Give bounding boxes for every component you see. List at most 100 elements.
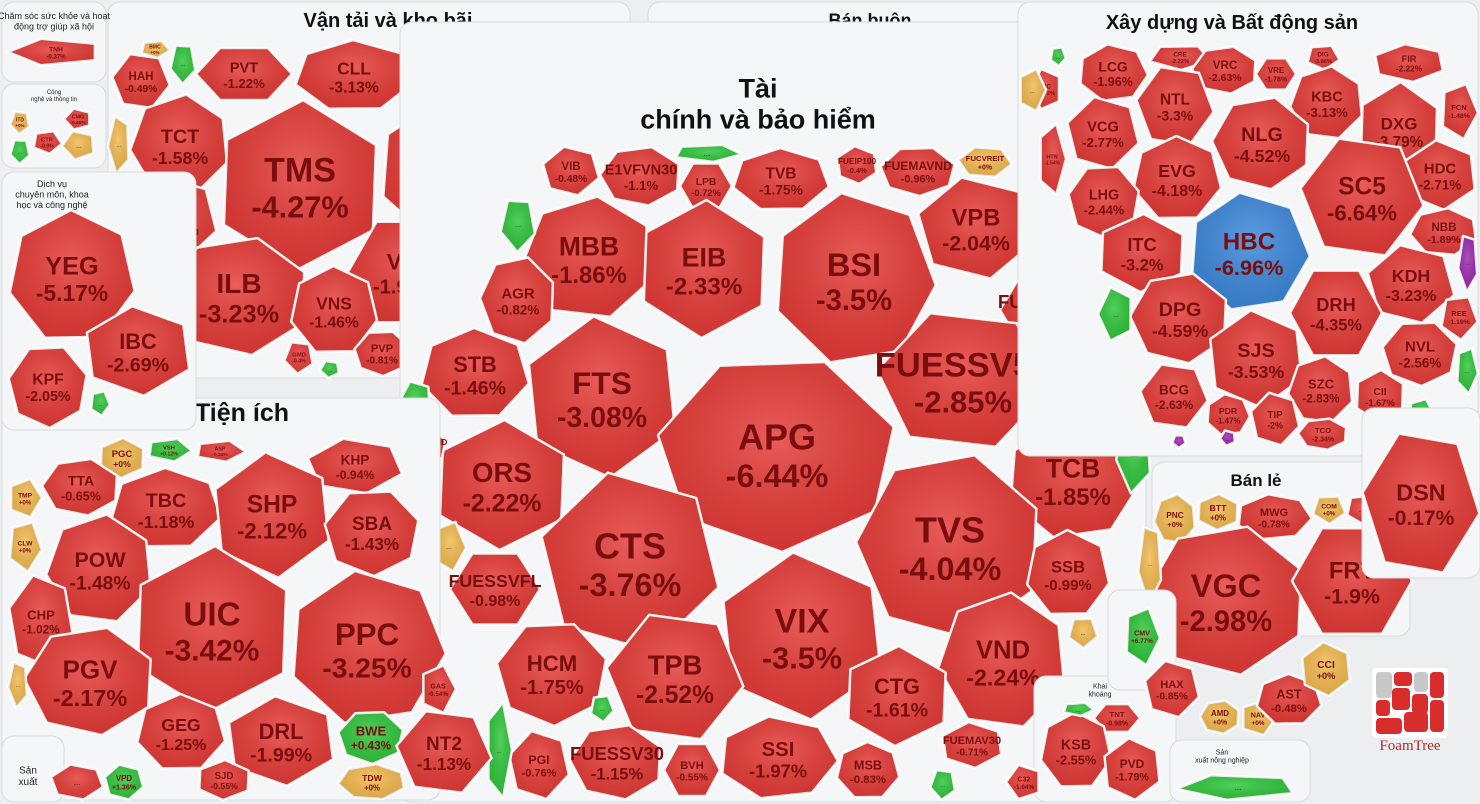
cell-btt[interactable]: BTT+0%	[1197, 492, 1239, 532]
cell-fts-code: FTS	[572, 365, 632, 401]
cell-msb[interactable]: MSB-0.83%	[835, 740, 901, 799]
cell-pgi-pct: -0.76%	[522, 768, 557, 780]
cell-ilb-pct: -3.23%	[199, 301, 279, 329]
cell-small-2-39-more: ...	[446, 544, 452, 551]
cell-cii-code: CII	[1373, 387, 1386, 398]
cell-apg-pct: -6.44%	[726, 458, 829, 494]
cell-tdw[interactable]: TDW+0%	[336, 762, 406, 801]
cell-sjd-pct: -0.55%	[210, 781, 238, 791]
group-cham-soc-suc-khoe-va-hoat-dong-tro-giup-xa-hoi-title: Chăm sóc sức khỏe và hoạt động trợ giúp x…	[0, 11, 111, 31]
cell-small-2-40-more: ...	[1080, 631, 1085, 637]
cell-fuessv30-pct: -1.15%	[591, 764, 644, 783]
cell-fcn-pct: -1.48%	[1448, 113, 1470, 120]
cell-dpg-pct: -4.59%	[1152, 321, 1209, 341]
cell-msb-code: MSB	[854, 759, 882, 773]
cell-bvh[interactable]: BVH-0.55%	[662, 742, 722, 798]
cell-vre[interactable]: VRE-1.78%	[1254, 57, 1298, 91]
cell-lhg-pct: -2.44%	[1084, 203, 1125, 218]
cell-bmc-code: BMC	[149, 45, 161, 51]
group-tien-ich-title: Tiện ích	[195, 399, 289, 427]
cell-dsn-code: DSN	[1396, 480, 1445, 506]
cell-vgc-code: VGC	[1191, 568, 1261, 604]
cell-sjd[interactable]: SJD-0.55%	[198, 758, 250, 802]
cell-small-3-34-more: ...	[1056, 55, 1060, 61]
cell-vpb-pct: -2.04%	[942, 232, 1010, 256]
cell-lhg-code: LHG	[1089, 188, 1119, 204]
cell-pnc-pct: +0%	[1167, 520, 1183, 529]
group-xay-dung-va-bat-dong-san: LCG-1.96%CRE-2.22% VRC-2.63%VRE-1.78%DIG-…	[1017, 1, 1480, 457]
foamtree-logo-icon	[1372, 668, 1448, 738]
cell-ilb-code: ILB	[216, 268, 261, 299]
cell-small-5-7-more: ...	[1148, 562, 1152, 568]
cell-tip-code: TIP	[1267, 410, 1283, 421]
cell-tpb-code: TPB	[648, 649, 703, 680]
cell-vre-pct: -1.78%	[1265, 76, 1288, 84]
cell-small-2-37-more: ...	[515, 220, 521, 229]
cell-cre-code: CRE	[1173, 51, 1186, 58]
cell-fir-pct: -2.22%	[1396, 64, 1423, 74]
cell-nt2-code: NT2	[426, 734, 462, 755]
cell-pgc-code: PGC	[112, 449, 133, 460]
cell-ctr-pct: -0.9%	[40, 144, 54, 150]
cell-dxg-code: DXG	[1381, 114, 1418, 133]
cell-fuessv30-code: FUESSV30	[570, 743, 664, 764]
cell-ssi-code: SSI	[762, 739, 795, 761]
cell-small-3-39-more: ...	[1226, 437, 1230, 443]
group-dich-vu-chuyen-mon-khoa-hoc-va-cong-nghe: YEG-5.17% IBC-2.69% KPF-2.05% ... Dịch vụ chu…	[1, 171, 197, 431]
cell-small-11-0-more: ...	[1235, 783, 1242, 792]
cell-pvd-code: PVD	[1120, 757, 1145, 771]
cell-gmd-pct: -0.4%	[292, 359, 306, 365]
cell-small-8-3-more: ...	[18, 150, 22, 156]
cell-tnh-code: TNH	[49, 46, 63, 53]
cell-fuessv50-pct: -2.85%	[914, 385, 1012, 420]
cell-hah-pct: -0.49%	[125, 84, 158, 95]
cell-fuessvfl-pct: -0.98%	[470, 593, 521, 610]
cell-bvh-pct: -0.55%	[676, 773, 708, 784]
cell-nbb-code: NBB	[1431, 221, 1456, 234]
cell-tmp-pct: +0%	[19, 499, 32, 506]
cell-hbc-pct: -6.96%	[1215, 255, 1284, 280]
cell-stb-code: STB	[453, 352, 497, 377]
group-san-xuat-title: Sản xuất	[19, 766, 38, 789]
cell-itd-pct: +0%	[15, 123, 24, 128]
cell-fuessvfl-code: FUESSVFL	[449, 571, 542, 591]
cell-drh-pct: -4.35%	[1310, 316, 1362, 334]
cell-kdh-pct: -3.23%	[1386, 288, 1437, 305]
cell-vpd-code: VPD	[116, 774, 133, 783]
cell-hax-pct: -0.85%	[1156, 692, 1188, 703]
cell-fuemavnd[interactable]: FUEMAVND-0.96%	[879, 146, 956, 198]
cell-tcb-code: TCB	[1046, 453, 1100, 483]
cell-fuemav30-code: FUEMAV30	[943, 735, 1001, 747]
cell-sjs-code: SJS	[1237, 340, 1274, 362]
cell-fts-pct: -3.08%	[557, 402, 647, 434]
cell-gas-pct: -0.54%	[428, 691, 449, 698]
cell-tco[interactable]: TCO-2.34%	[1296, 417, 1348, 451]
cell-tnt-pct: -0.98%	[1106, 720, 1129, 727]
cell-pdr[interactable]: PDR-1.47%	[1206, 392, 1252, 437]
cell-yeg-pct: -5.17%	[36, 280, 108, 306]
cell-amd-code: AMD	[1211, 709, 1229, 718]
cell-ree-pct: -1.19%	[1448, 319, 1470, 326]
cell-agr-pct: -0.82%	[497, 302, 540, 317]
cell-tvb-code: TVB	[766, 165, 797, 182]
cell-mwg-code: MWG	[1260, 507, 1288, 519]
cell-amd[interactable]: AMD+0%	[1198, 699, 1240, 735]
cell-bwe[interactable]: BWE+0.43%	[337, 710, 405, 766]
cell-sjd-code: SJD	[215, 771, 234, 782]
cell-tpb-pct: -2.52%	[636, 682, 714, 709]
cell-cci[interactable]: CCI+0%	[1301, 640, 1351, 698]
group-tai-chinh-va-bao-hiem: VIB-0.48%E1VFVN30-1.1% LPB-0.72%TVB-1.75%…	[398, 21, 1152, 803]
cell-tms-pct: -4.27%	[251, 189, 348, 224]
cell-ree-code: REE	[1451, 309, 1466, 318]
cell-ast-code: AST	[1276, 688, 1301, 702]
cell-cci-code: CCI	[1317, 660, 1335, 671]
cell-ast-pct: -0.48%	[1271, 703, 1307, 715]
cell-eib-code: EIB	[682, 242, 727, 272]
cell-pnc[interactable]: PNC+0%	[1152, 492, 1196, 544]
cell-tct-code: TCT	[161, 126, 199, 148]
cell-gas-code: GAS	[430, 682, 446, 690]
cell-vib-code: VIB	[561, 161, 580, 173]
cell-cll-pct: -3.13%	[329, 80, 379, 97]
cell-htn-code: HTN	[1046, 154, 1057, 160]
cell-small-3-38[interactable]	[1171, 433, 1187, 450]
